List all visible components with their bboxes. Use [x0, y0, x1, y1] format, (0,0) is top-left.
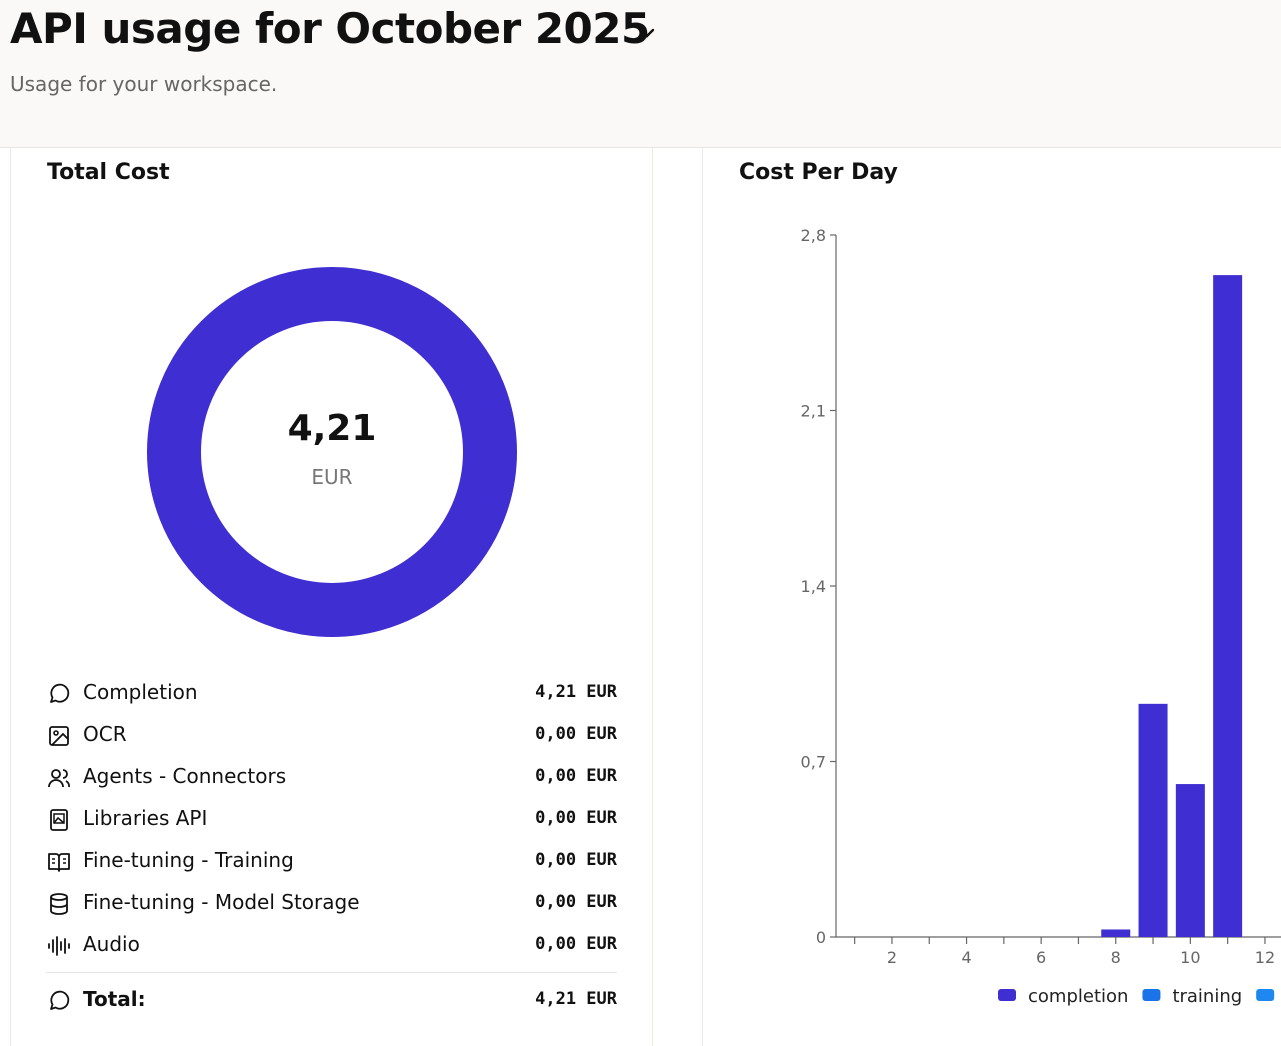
icon	[50, 990, 70, 1010]
icon	[50, 683, 70, 703]
y-tick-label: 1,4	[801, 577, 826, 596]
icon	[48, 769, 70, 788]
card-title: Cost Per Day	[739, 160, 898, 185]
bar	[1138, 703, 1168, 937]
cost-label: Agents - Connectors	[83, 764, 287, 788]
icon	[50, 809, 68, 831]
cost-label: Audio	[83, 932, 140, 956]
icon	[48, 853, 70, 872]
cost-per-day-card: Cost Per Day 0 0,7 1,4 2,1 2,8 2 4 6 8 10 12 comple…	[702, 148, 1281, 1046]
cost-row: Fine-tuning - Model Storage 0,00 EUR	[47, 888, 617, 918]
y-tick-label: 2,8	[801, 226, 826, 245]
cost-amount: 0,00 EUR	[535, 934, 617, 954]
donut-unit: EUR	[311, 465, 352, 489]
legend-swatch	[1142, 989, 1161, 1001]
x-tick-label: 4	[961, 948, 971, 967]
legend-swatch	[998, 989, 1016, 1001]
cost-amount: 0,00 EUR	[535, 766, 617, 786]
bar-chart: 00,71,42,12,824681012completiontrainings…	[801, 226, 1281, 1007]
y-tick-label: 0	[816, 928, 826, 947]
bar	[1213, 275, 1243, 938]
cost-row: Completion 4,21 EUR	[47, 678, 617, 708]
card-title: Total Cost	[47, 160, 170, 185]
x-tick-label: 10	[1180, 948, 1200, 967]
icon	[50, 893, 68, 915]
dropdown-chevron[interactable]	[636, 22, 658, 44]
cost-row: OCR 0,00 EUR	[47, 720, 617, 750]
x-tick-label: 12	[1255, 948, 1275, 967]
total-label: Total:	[83, 987, 146, 1011]
cost-label: OCR	[83, 722, 127, 746]
total-row: Total: 4,21 EUR	[47, 985, 617, 1015]
legend-swatch	[1256, 989, 1275, 1001]
legend-label: training	[1172, 986, 1242, 1007]
subtitle: Usage for your workspace.	[10, 72, 278, 96]
x-tick-label: 6	[1036, 948, 1046, 967]
cost-label: Completion	[83, 680, 198, 704]
donut: 4,21 EUR	[147, 267, 517, 637]
cost-amount: 4,21 EUR	[535, 682, 617, 702]
total-cost-card: Total Cost 4,21 EUR Completion 4,21 EUR OC…	[10, 148, 653, 1046]
cost-row: Audio 0,00 EUR	[47, 930, 617, 960]
cost-label: Fine-tuning - Training	[83, 848, 294, 872]
donut-value: 4,21	[288, 408, 377, 449]
cost-amount: 0,00 EUR	[535, 892, 617, 912]
cost-label: Libraries API	[83, 806, 208, 830]
divider	[46, 972, 617, 973]
cost-amount: 0,00 EUR	[535, 808, 617, 828]
cost-row: Agents - Connectors 0,00 EUR	[47, 762, 617, 792]
y-tick-label: 2,1	[801, 402, 826, 421]
y-tick-label: 0,7	[801, 753, 826, 772]
legend-label: completion	[1028, 986, 1128, 1007]
x-tick-label: 2	[887, 948, 897, 967]
donut-ring	[147, 267, 517, 637]
cost-row: Libraries API 0,00 EUR	[47, 804, 617, 834]
x-tick-label: 8	[1111, 948, 1121, 967]
cost-amount: 0,00 EUR	[535, 850, 617, 870]
total-amount: 4,21 EUR	[535, 989, 617, 1009]
cost-row: Fine-tuning - Training 0,00 EUR	[47, 846, 617, 876]
header: API usage for October 2025 Usage for you…	[0, 0, 1281, 148]
bar	[1101, 929, 1131, 937]
page-title[interactable]: API usage for October 2025	[10, 4, 650, 53]
bar	[1175, 784, 1205, 937]
icon	[49, 726, 69, 746]
cost-label: Fine-tuning - Model Storage	[83, 890, 360, 914]
cost-amount: 0,00 EUR	[535, 724, 617, 744]
icon	[48, 936, 70, 956]
